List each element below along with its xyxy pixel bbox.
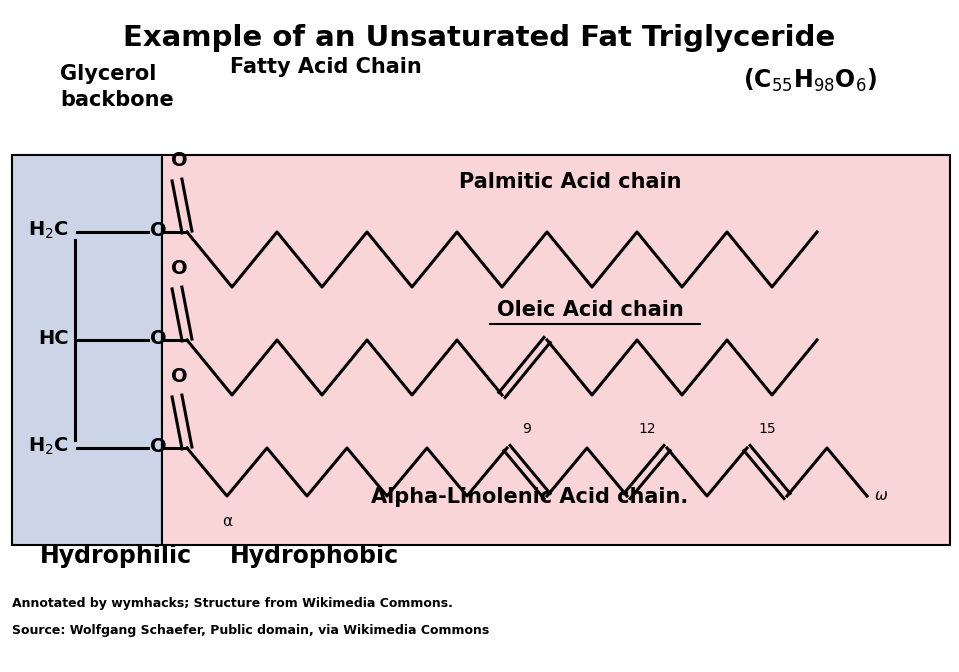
Bar xyxy=(12,155,162,545)
Text: O: O xyxy=(171,367,187,386)
Text: Example of an Unsaturated Fat Triglyceride: Example of an Unsaturated Fat Triglyceri… xyxy=(123,24,835,52)
Text: Oleic Acid chain: Oleic Acid chain xyxy=(497,300,684,320)
Text: Glycerol
backbone: Glycerol backbone xyxy=(60,64,174,110)
Text: ω: ω xyxy=(875,489,888,503)
Text: O: O xyxy=(150,220,167,239)
Bar xyxy=(162,155,950,545)
Text: α: α xyxy=(222,514,232,529)
Text: H$_2$C: H$_2$C xyxy=(28,435,69,457)
Text: O: O xyxy=(171,151,187,170)
Text: 12: 12 xyxy=(638,422,656,436)
Text: H$_2$C: H$_2$C xyxy=(28,219,69,241)
Text: Hydrophilic: Hydrophilic xyxy=(40,544,192,568)
Text: Fatty Acid Chain: Fatty Acid Chain xyxy=(230,57,422,77)
Text: HC: HC xyxy=(38,329,69,347)
Text: Alpha-Linolenic Acid chain.: Alpha-Linolenic Acid chain. xyxy=(371,487,689,507)
Text: 9: 9 xyxy=(523,422,531,436)
Text: Palmitic Acid chain: Palmitic Acid chain xyxy=(458,172,681,192)
Text: O: O xyxy=(150,329,167,347)
Text: Source: Wolfgang Schaefer, Public domain, via Wikimedia Commons: Source: Wolfgang Schaefer, Public domain… xyxy=(12,624,489,637)
Text: (C$_{55}$H$_{98}$O$_{6}$): (C$_{55}$H$_{98}$O$_{6}$) xyxy=(743,67,877,94)
Text: O: O xyxy=(171,259,187,278)
Text: O: O xyxy=(150,437,167,456)
Text: Annotated by wymhacks; Structure from Wikimedia Commons.: Annotated by wymhacks; Structure from Wi… xyxy=(12,597,453,610)
Text: Hydrophobic: Hydrophobic xyxy=(230,544,399,568)
Text: 15: 15 xyxy=(759,422,776,436)
